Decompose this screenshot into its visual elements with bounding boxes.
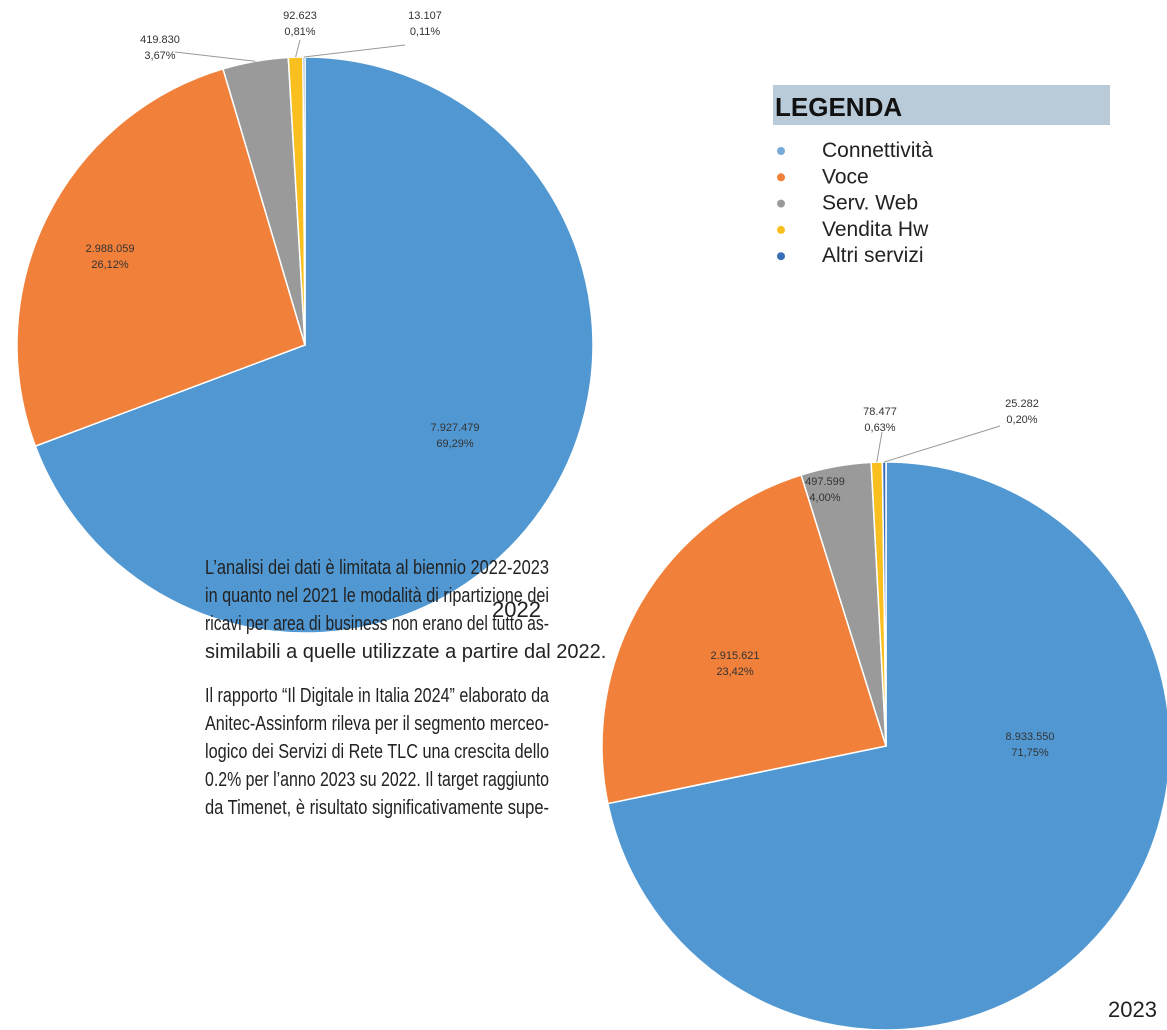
paragraph-line: da Timenet, è risultato significativamen… <box>205 797 549 819</box>
value-label: 25.282 <box>1005 398 1039 410</box>
leader-line <box>174 51 256 62</box>
pie-slice <box>607 461 1167 1030</box>
value-label: 8.933.550 <box>1006 731 1055 743</box>
pie-slice <box>601 474 887 805</box>
legend-dot <box>777 225 785 234</box>
legend-label: Vendita Hw <box>822 218 929 241</box>
legend-label: Altri servizi <box>822 244 924 267</box>
legend-label: Voce <box>822 165 869 188</box>
percentage-label: 69,29% <box>436 438 474 450</box>
legend-dot <box>777 252 785 261</box>
value-label: 419.830 <box>140 34 180 46</box>
value-label: 78.477 <box>863 406 897 418</box>
pie-slice <box>34 56 594 634</box>
paragraph-line: Anitec-Assinform rileva per il segmento … <box>205 713 549 735</box>
legend-label: Connettività <box>822 139 933 162</box>
legend-dot <box>777 173 785 182</box>
percentage-label: 26,12% <box>91 259 129 271</box>
paragraph-line: Il rapporto “Il Digitale in Italia 2024”… <box>205 685 550 707</box>
value-label: 92.623 <box>283 10 317 22</box>
legend-dot <box>777 199 785 208</box>
leader-line <box>303 44 406 58</box>
pie-slice <box>16 67 306 448</box>
leader-line <box>876 431 883 463</box>
value-label: 497.599 <box>805 476 845 488</box>
percentage-label: 0,11% <box>410 26 441 38</box>
percentage-label: 0,20% <box>1006 414 1037 426</box>
percentage-label: 3,67% <box>144 50 175 62</box>
paragraph-line: 0.2% per l’anno 2023 su 2022. Il target … <box>205 769 549 791</box>
legend-dot <box>777 147 785 155</box>
year-label: 2022 <box>492 597 541 622</box>
paragraph-line: L’analisi dei dati è limitata al biennio… <box>205 557 549 579</box>
legend-band <box>773 85 1110 125</box>
paragraph-line: ricavi per area di business non erano de… <box>205 613 549 635</box>
paragraph-line: logico dei Servizi di Rete TLC una cresc… <box>205 741 549 763</box>
percentage-label: 71,75% <box>1011 747 1049 759</box>
percentage-label: 4,00% <box>809 492 840 504</box>
paragraph-line: similabili a quelle utilizzate a partire… <box>205 641 606 663</box>
leader-line <box>295 39 301 58</box>
legend-title: LEGENDA <box>775 92 902 122</box>
value-label: 13.107 <box>408 10 442 22</box>
value-label: 2.915.621 <box>711 650 760 662</box>
value-label: 2.988.059 <box>86 243 135 255</box>
percentage-label: 0,81% <box>284 26 315 38</box>
percentage-label: 0,63% <box>864 422 895 434</box>
leader-line <box>884 425 1001 463</box>
value-label: 7.927.479 <box>431 422 480 434</box>
legend-label: Serv. Web <box>822 192 918 215</box>
year-label: 2023 <box>1108 997 1157 1022</box>
percentage-label: 23,42% <box>716 666 754 678</box>
paragraph-line: in quanto nel 2021 le modalità di ripart… <box>205 585 549 607</box>
